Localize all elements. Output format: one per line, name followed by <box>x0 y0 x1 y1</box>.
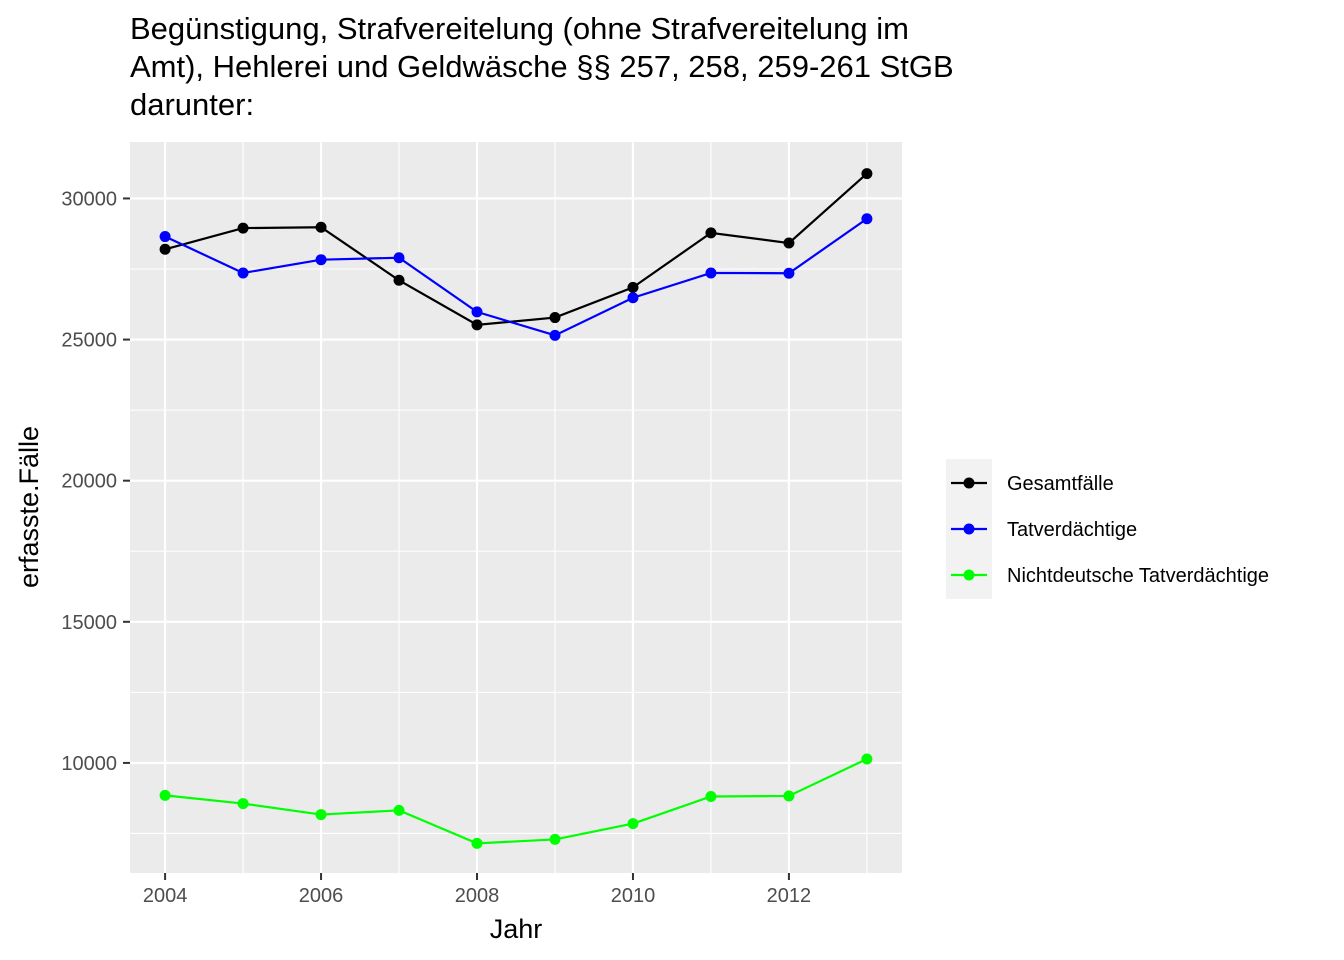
data-point-2 <box>237 798 249 810</box>
data-point-2 <box>705 791 717 803</box>
data-point-1 <box>159 231 171 243</box>
minor-gridlines <box>130 142 902 873</box>
chart-title-line-1: Begünstigung, Strafvereitelung (ohne Str… <box>130 11 909 46</box>
series-line-0 <box>164 172 868 327</box>
data-point-0 <box>783 237 795 249</box>
y-tick-label: 15000 <box>61 612 117 634</box>
data-point-1 <box>315 254 327 266</box>
x-axis-title: Jahr <box>490 914 543 944</box>
data-point-0 <box>159 243 171 255</box>
data-point-1 <box>393 252 405 264</box>
data-point-1 <box>783 267 795 279</box>
x-tick-label: 2008 <box>455 885 500 907</box>
x-tick-label: 2006 <box>299 885 344 907</box>
data-point-1 <box>549 329 561 341</box>
data-point-2 <box>315 809 327 821</box>
series-line-1 <box>164 217 868 337</box>
legend-label-0: Gesamtfälle <box>1007 473 1114 495</box>
legend-key-point-1 <box>963 523 975 535</box>
data-point-2 <box>783 790 795 802</box>
series-layer <box>159 168 873 849</box>
data-point-1 <box>471 306 483 318</box>
data-point-0 <box>549 312 561 324</box>
x-tick-label: 2004 <box>143 885 188 907</box>
data-point-0 <box>393 274 405 286</box>
data-point-0 <box>315 221 327 233</box>
legend-key-point-2 <box>963 569 975 581</box>
legend-key-point-0 <box>963 477 975 489</box>
chart-title-line-3: darunter: <box>130 87 255 122</box>
data-point-0 <box>861 168 873 180</box>
y-tick-label: 10000 <box>61 753 117 775</box>
legend-label-2: Nichtdeutsche Tatverdächtige <box>1007 565 1269 587</box>
data-point-1 <box>861 213 873 225</box>
y-axis-title: erfasste.Fälle <box>14 426 44 588</box>
data-point-1 <box>627 292 639 304</box>
data-point-2 <box>159 789 171 801</box>
x-tick-label: 2010 <box>611 885 656 907</box>
data-point-0 <box>627 281 639 293</box>
data-point-2 <box>471 837 483 849</box>
chart-title-line-2: Amt), Hehlerei und Geldwäsche §§ 257, 25… <box>130 49 954 84</box>
data-point-2 <box>627 818 639 830</box>
data-point-1 <box>237 267 249 279</box>
data-point-2 <box>393 804 405 816</box>
data-point-2 <box>549 833 561 845</box>
data-point-2 <box>861 753 873 765</box>
y-tick-label: 25000 <box>61 330 117 352</box>
data-point-0 <box>237 222 249 234</box>
y-tick-label: 30000 <box>61 188 117 210</box>
legend: Gesamtfälle Tatverdächtige Nichtdeutsche T… <box>946 459 1269 599</box>
axis-ticks: 2004 2006 2008 2010 2012 10000 15000 20000 25000… <box>61 188 811 907</box>
series-line-2 <box>164 757 868 845</box>
data-point-0 <box>471 319 483 331</box>
legend-label-1: Tatverdächtige <box>1007 519 1137 541</box>
y-tick-label: 20000 <box>61 471 117 493</box>
data-point-1 <box>705 267 717 279</box>
plot-panel <box>130 142 902 873</box>
x-tick-label: 2012 <box>767 885 812 907</box>
data-point-0 <box>705 227 717 239</box>
